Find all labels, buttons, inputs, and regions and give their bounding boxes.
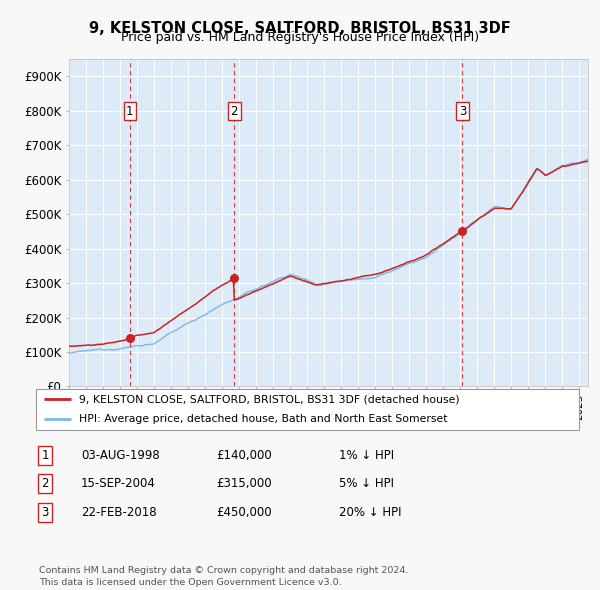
Text: £140,000: £140,000 <box>216 449 272 462</box>
Text: 03-AUG-1998: 03-AUG-1998 <box>81 449 160 462</box>
Text: 1% ↓ HPI: 1% ↓ HPI <box>339 449 394 462</box>
FancyBboxPatch shape <box>36 389 579 430</box>
Text: Price paid vs. HM Land Registry's House Price Index (HPI): Price paid vs. HM Land Registry's House … <box>121 31 479 44</box>
Text: 9, KELSTON CLOSE, SALTFORD, BRISTOL, BS31 3DF (detached house): 9, KELSTON CLOSE, SALTFORD, BRISTOL, BS3… <box>79 395 460 404</box>
Text: 1: 1 <box>41 449 49 462</box>
Text: 3: 3 <box>41 506 49 519</box>
Text: 3: 3 <box>459 105 466 118</box>
Text: 1: 1 <box>126 105 134 118</box>
Text: HPI: Average price, detached house, Bath and North East Somerset: HPI: Average price, detached house, Bath… <box>79 415 448 424</box>
Text: 9, KELSTON CLOSE, SALTFORD, BRISTOL, BS31 3DF: 9, KELSTON CLOSE, SALTFORD, BRISTOL, BS3… <box>89 21 511 35</box>
Text: 2: 2 <box>41 477 49 490</box>
Text: 15-SEP-2004: 15-SEP-2004 <box>81 477 156 490</box>
Text: £450,000: £450,000 <box>216 506 272 519</box>
Text: 22-FEB-2018: 22-FEB-2018 <box>81 506 157 519</box>
Text: 5% ↓ HPI: 5% ↓ HPI <box>339 477 394 490</box>
Text: Contains HM Land Registry data © Crown copyright and database right 2024.
This d: Contains HM Land Registry data © Crown c… <box>39 566 409 587</box>
Text: 2: 2 <box>230 105 238 118</box>
Text: 20% ↓ HPI: 20% ↓ HPI <box>339 506 401 519</box>
Text: £315,000: £315,000 <box>216 477 272 490</box>
